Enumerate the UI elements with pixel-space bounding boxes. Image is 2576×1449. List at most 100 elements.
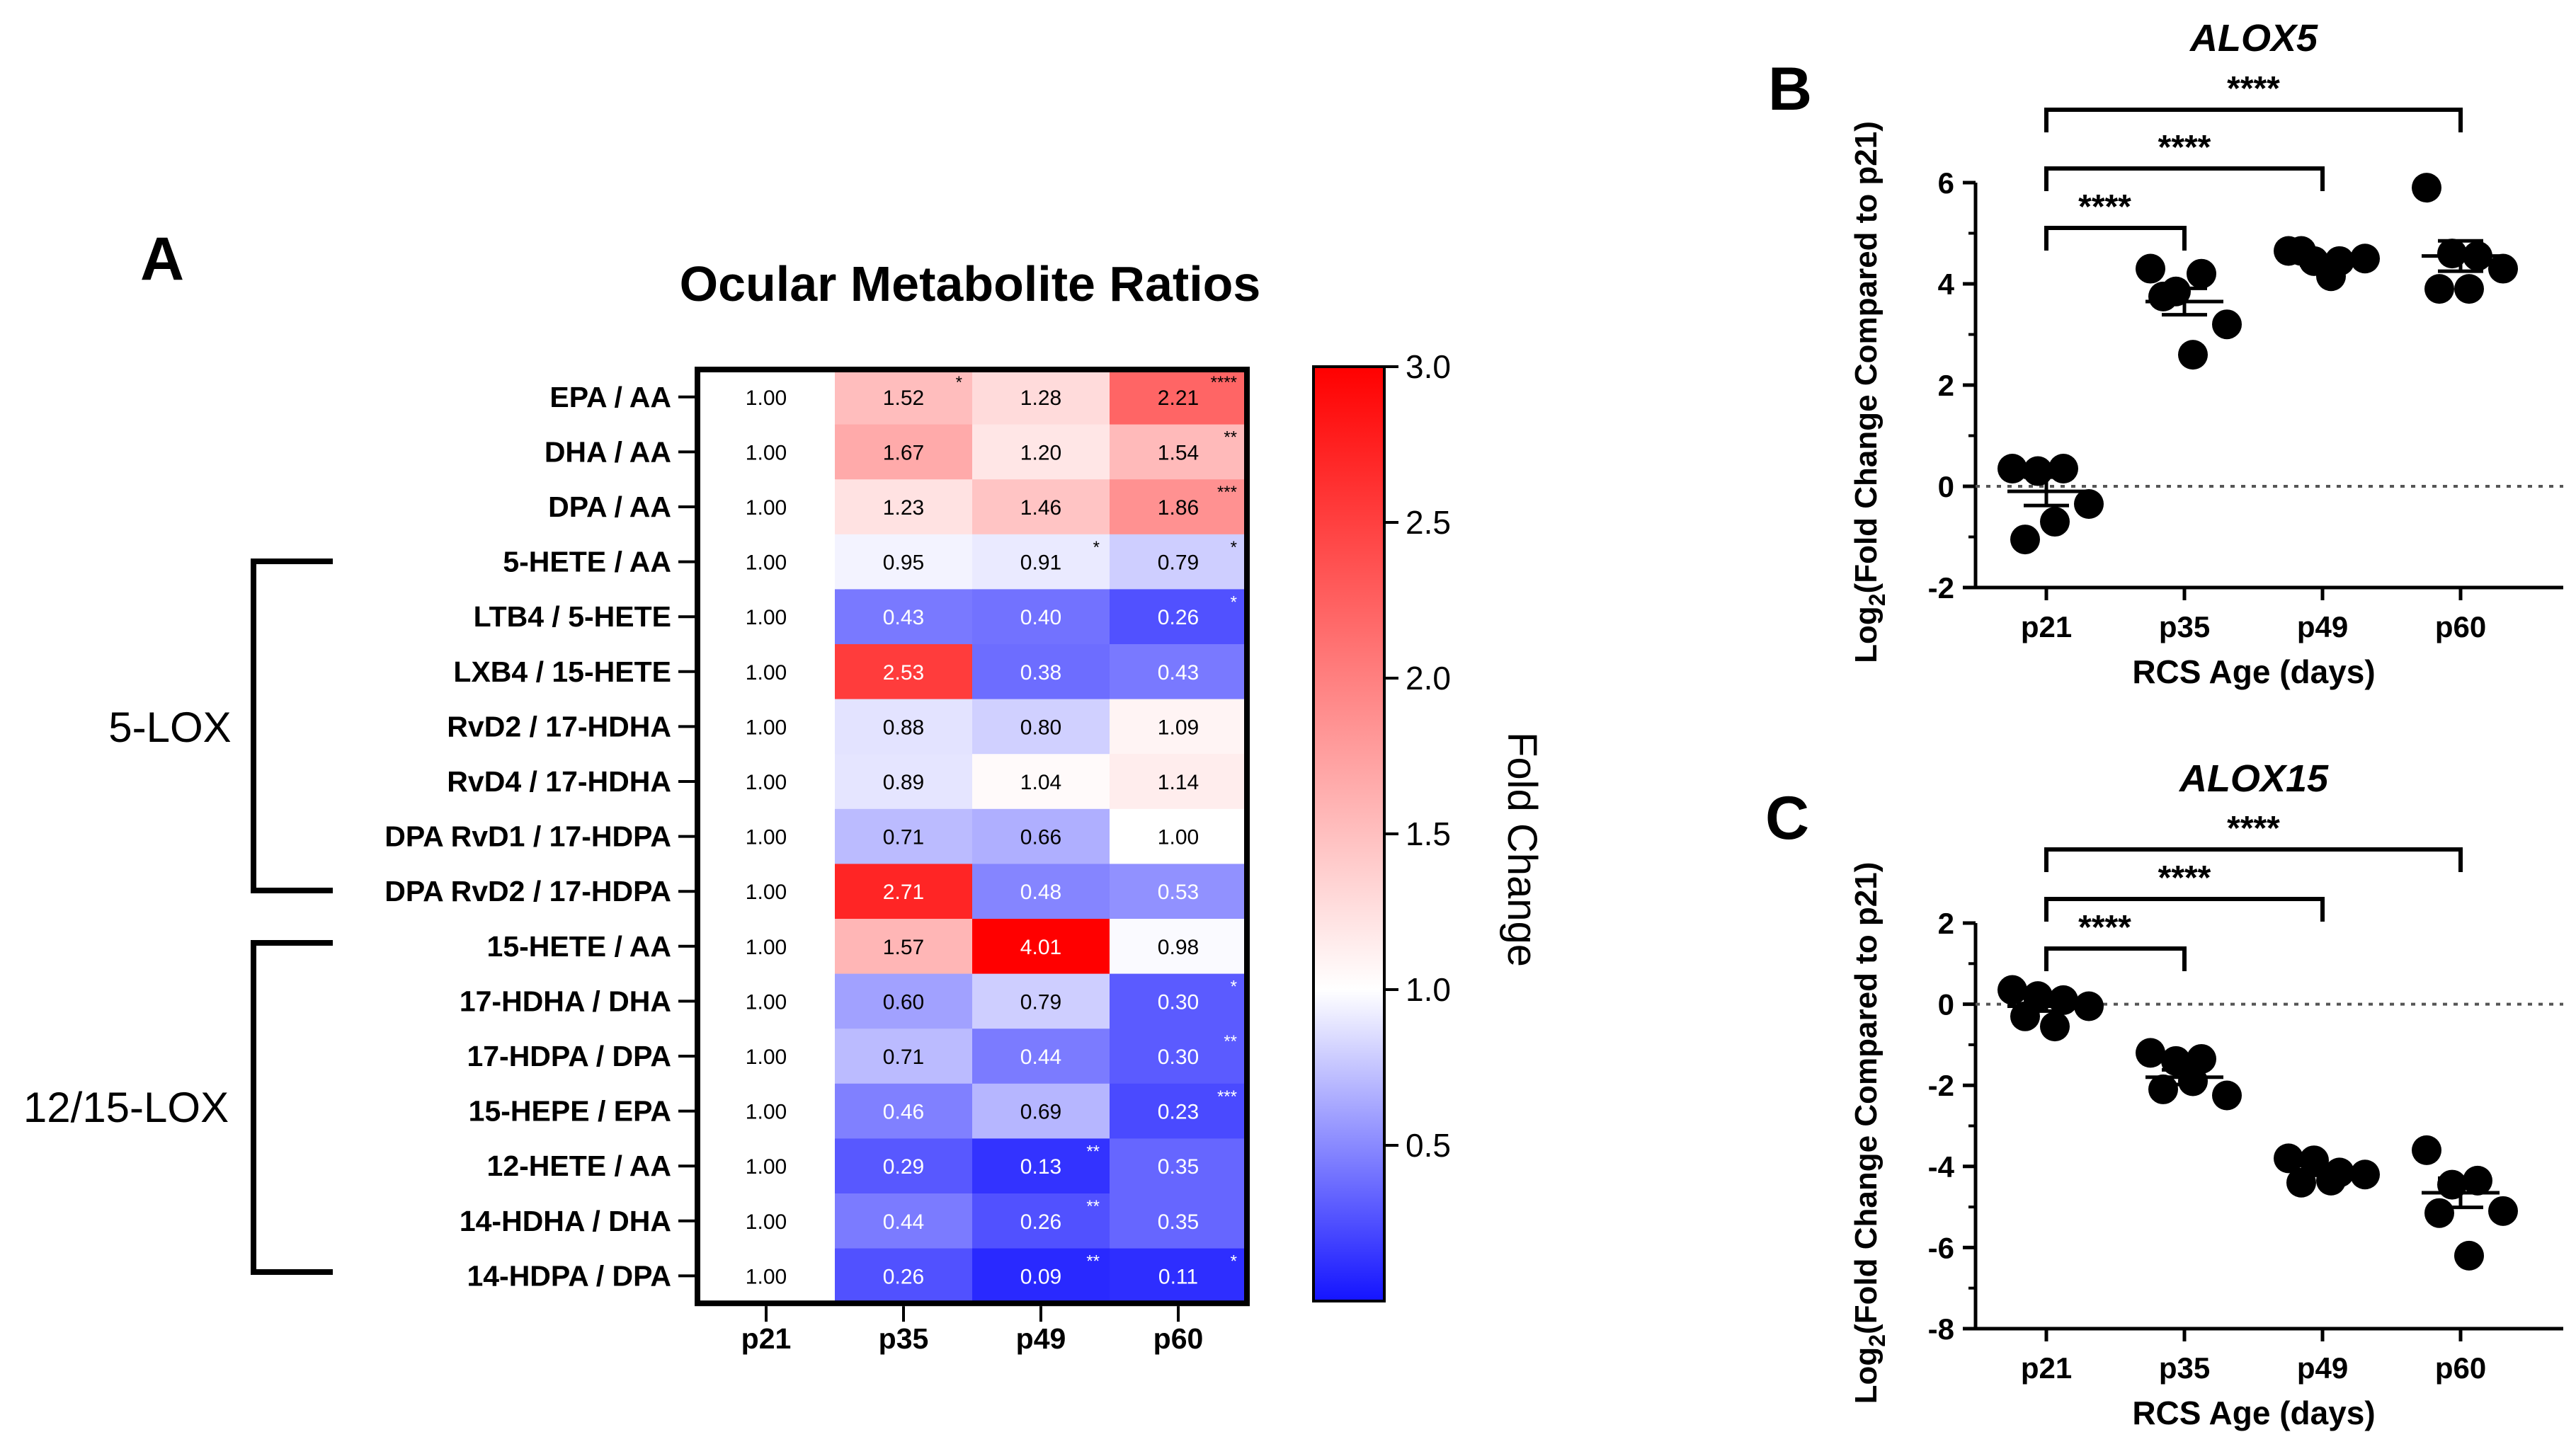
heatmap-cell bbox=[835, 1193, 973, 1249]
heatmap-cell-value: 0.30 bbox=[1158, 1046, 1199, 1069]
x-tick-label: p21 bbox=[2021, 1351, 2072, 1385]
heatmap-col-label: p49 bbox=[1016, 1322, 1066, 1355]
heatmap-cell-value: 1.00 bbox=[746, 551, 787, 575]
heatmap-cell-value: 1.04 bbox=[1020, 771, 1061, 794]
heatmap-cell bbox=[835, 919, 973, 975]
heatmap-cell bbox=[1110, 1083, 1248, 1139]
heatmap-row-label: 15-HETE / AA bbox=[487, 930, 671, 963]
significance-bracket bbox=[2044, 166, 2325, 191]
heatmap-cell bbox=[835, 699, 973, 755]
heatmap-cell bbox=[835, 534, 973, 590]
heatmap-cell-value: 0.44 bbox=[1020, 1046, 1061, 1069]
heatmap-cell bbox=[1110, 919, 1248, 975]
heatmap-cell bbox=[697, 808, 836, 864]
data-point bbox=[2010, 525, 2040, 555]
heatmap-cell bbox=[697, 424, 836, 480]
x-tick-label: p35 bbox=[2159, 610, 2210, 643]
x-axis-label: RCS Age (days) bbox=[2132, 653, 2375, 690]
heatmap-cell-value: 0.26 bbox=[1020, 1210, 1061, 1234]
heatmap-significance-marker: ** bbox=[1086, 1142, 1100, 1161]
data-point bbox=[2437, 239, 2467, 269]
data-point bbox=[2148, 281, 2178, 311]
heatmap-cell-value: 0.79 bbox=[1020, 990, 1061, 1014]
panel-label-a: A bbox=[140, 225, 184, 293]
heatmap-cell-value: 1.09 bbox=[1158, 716, 1199, 739]
heatmap-significance-marker: * bbox=[1231, 592, 1237, 612]
heatmap-significance-marker: ** bbox=[1086, 1197, 1100, 1216]
heatmap-cell bbox=[697, 1029, 836, 1084]
heatmap-row-label: DHA / AA bbox=[545, 435, 671, 468]
significance-bracket bbox=[2044, 226, 2187, 251]
heatmap-cell-value: 2.21 bbox=[1158, 386, 1199, 410]
heatmap-cell-value: 0.11 bbox=[1158, 1265, 1198, 1288]
heatmap-cell bbox=[1110, 699, 1248, 755]
heatmap-cell-value: 1.54 bbox=[1158, 441, 1199, 464]
heatmap-cell bbox=[972, 808, 1110, 864]
heatmap-row-label: EPA / AA bbox=[549, 381, 671, 413]
heatmap-cell-value: 1.67 bbox=[883, 441, 924, 464]
heatmap-cell-value: 0.44 bbox=[883, 1210, 924, 1234]
group-bracket-1215lox bbox=[251, 940, 333, 1275]
colorbar-tick-label: 2.5 bbox=[1406, 504, 1451, 541]
heatmap-significance-marker: * bbox=[1231, 978, 1237, 997]
data-point bbox=[2437, 1169, 2467, 1200]
data-point bbox=[2136, 253, 2165, 284]
heatmap-cell-value: 1.57 bbox=[883, 936, 924, 959]
heatmap-cell bbox=[1110, 424, 1248, 480]
y-tick-label: -4 bbox=[1928, 1150, 1955, 1184]
heatmap-cell-value: 2.53 bbox=[883, 661, 924, 685]
heatmap-cell-value: 0.40 bbox=[1020, 606, 1061, 629]
heatmap-col-label: p60 bbox=[1153, 1322, 1204, 1355]
y-tick-label: -2 bbox=[1928, 1069, 1954, 1102]
heatmap-cell bbox=[972, 370, 1110, 425]
heatmap-row-label: LTB4 / 5-HETE bbox=[474, 600, 671, 633]
heatmap-cell bbox=[1110, 534, 1248, 590]
data-point bbox=[2488, 253, 2518, 284]
data-point bbox=[2316, 261, 2346, 292]
heatmap-row-label: RvD2 / 17-HDHA bbox=[447, 710, 671, 743]
data-point bbox=[2424, 1198, 2454, 1228]
heatmap-cell-value: 0.66 bbox=[1020, 826, 1061, 849]
heatmap-significance-marker: ** bbox=[1224, 1032, 1237, 1051]
x-tick-label: p60 bbox=[2435, 1351, 2486, 1385]
heatmap-cell bbox=[1110, 1029, 1248, 1084]
panel-label-c: C bbox=[1765, 784, 1809, 852]
x-tick-label: p60 bbox=[2435, 610, 2486, 643]
heatmap-significance-marker: * bbox=[1231, 1252, 1237, 1271]
heatmap-cell-value: 1.46 bbox=[1020, 496, 1061, 520]
heatmap-cell bbox=[835, 808, 973, 864]
heatmap-cell bbox=[835, 973, 973, 1029]
heatmap-cell-value: 1.28 bbox=[1020, 386, 1061, 410]
heatmap-cell-value: 0.53 bbox=[1158, 881, 1199, 904]
heatmap-cell bbox=[1110, 1248, 1248, 1304]
significance-label: **** bbox=[2227, 70, 2280, 108]
heatmap-row-label: LXB4 / 15-HETE bbox=[453, 655, 671, 688]
significance-label: **** bbox=[2227, 810, 2280, 847]
heatmap-title: Ocular Metabolite Ratios bbox=[680, 256, 1261, 311]
heatmap-cell bbox=[972, 864, 1110, 920]
heatmap-cell-value: 0.46 bbox=[883, 1101, 924, 1124]
heatmap-cell-value: 1.00 bbox=[746, 936, 787, 959]
heatmap-cell bbox=[972, 534, 1110, 590]
heatmap-cell-value: 2.71 bbox=[883, 881, 924, 904]
heatmap-cell-value: 0.48 bbox=[1020, 881, 1061, 904]
heatmap-col-label: p21 bbox=[741, 1322, 792, 1355]
y-axis-label: Log2(Fold Change Compared to p21) bbox=[1849, 862, 1890, 1404]
heatmap-cell-value: 0.35 bbox=[1158, 1155, 1199, 1179]
data-point bbox=[2463, 1165, 2492, 1196]
data-point bbox=[2454, 1240, 2484, 1271]
heatmap-cell-value: 1.52 bbox=[883, 386, 924, 410]
heatmap-cell bbox=[835, 1138, 973, 1194]
data-point bbox=[2412, 1135, 2441, 1165]
data-point bbox=[2010, 1001, 2040, 1031]
heatmap-cell bbox=[697, 534, 836, 590]
heatmap-cell-value: 1.00 bbox=[746, 881, 787, 904]
heatmap-cell bbox=[972, 479, 1110, 535]
colorbar-tick-label: 0.5 bbox=[1406, 1127, 1451, 1164]
data-point bbox=[2136, 1038, 2165, 1068]
heatmap-cell bbox=[835, 644, 973, 700]
heatmap-cell-value: 1.00 bbox=[746, 716, 787, 739]
heatmap-cell bbox=[1110, 479, 1248, 535]
heatmap-significance-marker: * bbox=[1093, 538, 1100, 557]
data-point bbox=[1997, 975, 2027, 1005]
